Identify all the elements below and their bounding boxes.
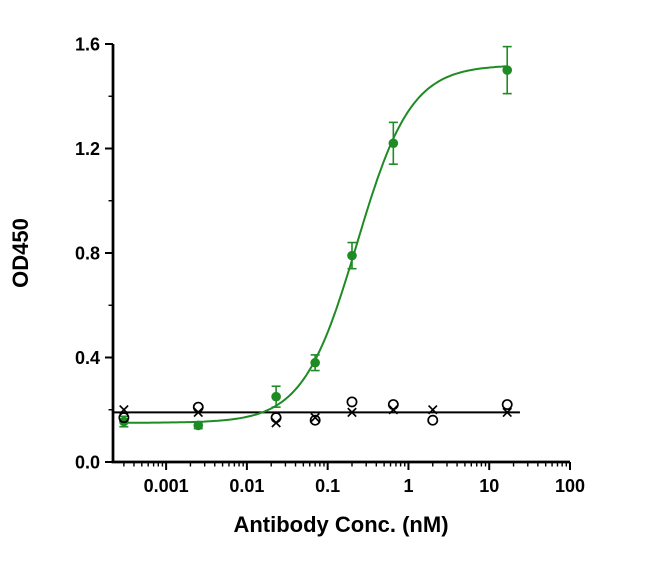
- filled-circle-marker: [388, 138, 399, 149]
- series-green-filled-circles: [119, 45, 513, 431]
- open-circle-marker: [118, 412, 130, 424]
- y-axis-title: OD450: [8, 218, 33, 288]
- y-tick-label: 1.6: [75, 35, 100, 55]
- x-marker: [427, 404, 438, 415]
- x-marker: [502, 407, 513, 418]
- series-black-x-markers: [119, 404, 513, 428]
- x-marker: [388, 404, 399, 415]
- open-circle-marker: [501, 399, 513, 410]
- open-circle-marker: [387, 399, 399, 410]
- x-marker: [193, 407, 204, 418]
- x-axis-title: Antibody Conc. (nM): [233, 512, 448, 537]
- y-tick-label: 0.4: [75, 348, 100, 368]
- x-tick-label: 0.001: [144, 476, 189, 496]
- y-tick-label: 0.8: [75, 244, 100, 264]
- chart-axes-layer: 0.001 0.01 0.1 1 10 100 0.0 0.4 0.8 1.2 1.6: [75, 35, 585, 497]
- open-circle-marker: [270, 412, 282, 424]
- series-black-open-circles: [118, 396, 513, 426]
- y-tick-label: 0.0: [75, 453, 100, 473]
- x-tick-label: 0.1: [315, 476, 340, 496]
- filled-circle-marker: [193, 420, 204, 431]
- x-marker: [271, 418, 281, 428]
- x-tick-label: 100: [555, 476, 585, 496]
- open-circle-marker: [427, 414, 439, 426]
- filled-circle-marker: [347, 250, 357, 261]
- filled-circle-marker: [310, 357, 320, 368]
- x-tick-label: 10: [479, 476, 499, 496]
- chart-plot-layer: [113, 45, 520, 431]
- open-circle-marker: [309, 414, 321, 426]
- x-tick-label: 0.01: [229, 476, 264, 496]
- x-marker: [119, 404, 129, 415]
- x-marker: [310, 412, 320, 423]
- y-tick-label: 1.2: [75, 139, 100, 159]
- filled-circle-marker: [271, 391, 281, 402]
- fit-curve: [121, 65, 508, 424]
- x-marker: [347, 407, 357, 418]
- x-tick-label: 1: [403, 476, 413, 496]
- open-circle-marker: [346, 396, 358, 408]
- open-circle-marker: [192, 401, 204, 413]
- filled-circle-marker: [502, 65, 513, 75]
